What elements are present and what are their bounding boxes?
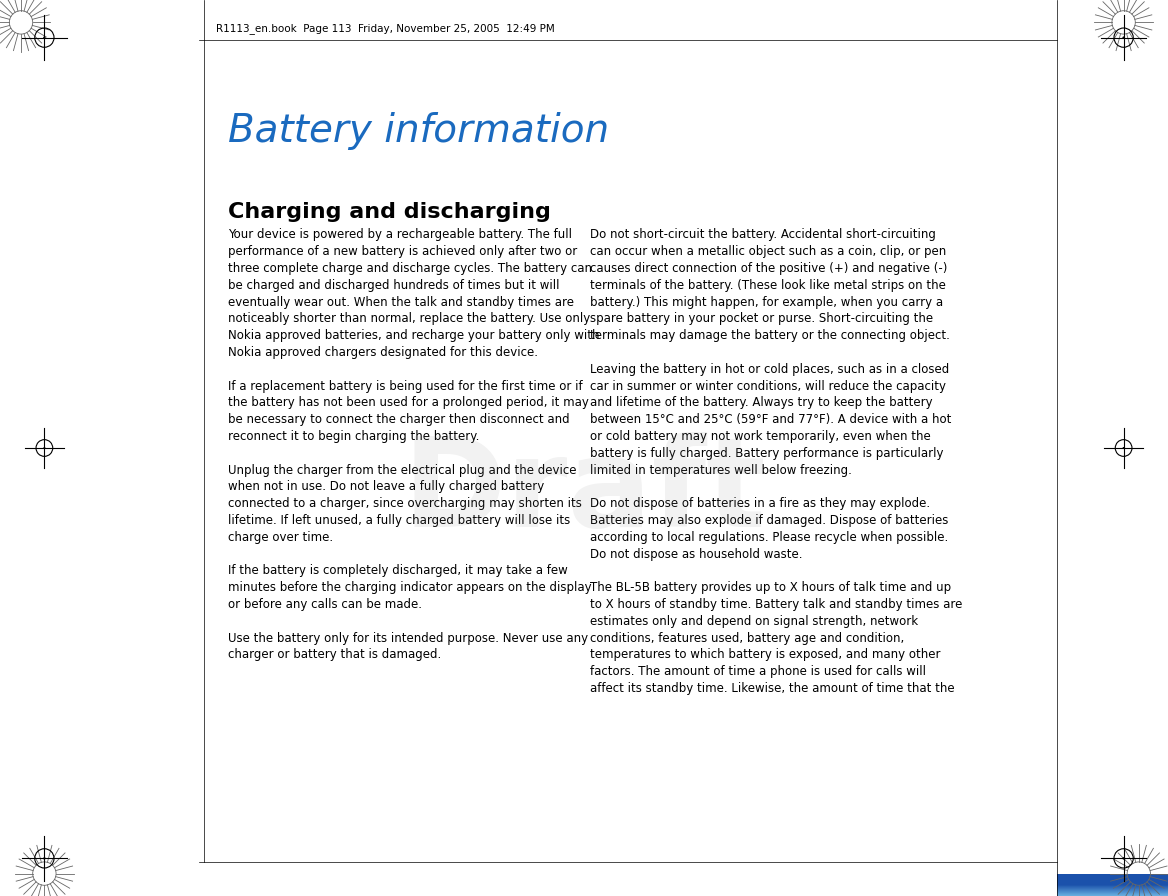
Bar <box>1057 884 1168 896</box>
Bar <box>1057 882 1168 893</box>
Bar <box>1057 879 1168 890</box>
Bar <box>1057 880 1168 891</box>
Bar <box>1057 881 1168 892</box>
Bar <box>1057 876 1168 887</box>
Bar <box>1057 875 1168 886</box>
Text: Your device is powered by a rechargeable battery. The full
performance of a new : Your device is powered by a rechargeable… <box>228 228 599 661</box>
Bar <box>1057 878 1168 889</box>
Bar <box>1057 883 1168 895</box>
Bar <box>1057 883 1168 894</box>
Ellipse shape <box>43 447 46 449</box>
Bar <box>1057 881 1168 892</box>
Bar <box>1057 882 1168 892</box>
Bar <box>1057 877 1168 888</box>
Ellipse shape <box>43 857 46 859</box>
Bar <box>1057 883 1168 893</box>
Bar <box>1057 884 1168 895</box>
Bar <box>1057 880 1168 891</box>
Bar <box>1057 883 1168 893</box>
Bar <box>1057 883 1168 894</box>
Bar <box>1057 878 1168 889</box>
Bar <box>1057 883 1168 894</box>
Bar <box>1057 874 1168 886</box>
Bar <box>1057 880 1168 892</box>
Bar <box>1057 874 1168 885</box>
Bar <box>1057 874 1168 886</box>
Bar <box>1057 884 1168 895</box>
Text: 113: 113 <box>1086 795 1139 818</box>
Bar <box>1057 884 1168 896</box>
Bar <box>1057 874 1168 885</box>
Bar <box>1057 881 1168 892</box>
Bar <box>1057 878 1168 890</box>
Bar <box>1057 877 1168 889</box>
Bar <box>1057 880 1168 891</box>
Bar <box>1057 884 1168 896</box>
Bar <box>1057 885 1168 896</box>
Bar <box>1057 876 1168 888</box>
Bar <box>1057 874 1168 885</box>
Bar <box>1057 883 1168 894</box>
Bar <box>1057 875 1168 887</box>
Bar <box>1057 876 1168 887</box>
Bar <box>1057 884 1168 895</box>
Bar <box>1057 876 1168 887</box>
Bar <box>1057 883 1168 895</box>
Bar <box>1057 881 1168 892</box>
Text: Draft: Draft <box>402 432 766 554</box>
Bar <box>1057 877 1168 888</box>
Bar <box>1057 879 1168 890</box>
Text: R1113_en.book  Page 113  Friday, November 25, 2005  12:49 PM: R1113_en.book Page 113 Friday, November … <box>216 23 555 34</box>
Bar <box>1057 876 1168 887</box>
Bar <box>1057 876 1168 888</box>
Text: Do not short-circuit the battery. Accidental short-circuiting
can occur when a m: Do not short-circuit the battery. Accide… <box>590 228 962 695</box>
Bar <box>1057 874 1168 885</box>
Bar <box>1057 877 1168 888</box>
Bar <box>1057 874 1168 885</box>
Bar <box>1057 877 1168 889</box>
Bar <box>1057 875 1168 887</box>
Text: Battery information: Battery information <box>1105 355 1120 505</box>
Bar <box>1057 878 1168 889</box>
Bar <box>1057 882 1168 893</box>
Text: Charging and discharging: Charging and discharging <box>228 202 550 221</box>
Bar <box>1057 878 1168 890</box>
Bar <box>1057 880 1168 892</box>
Ellipse shape <box>43 37 46 39</box>
Bar <box>1057 880 1168 892</box>
Bar <box>1057 878 1168 889</box>
Ellipse shape <box>1122 857 1125 859</box>
Bar <box>1057 883 1168 894</box>
Bar <box>1057 883 1168 893</box>
Bar <box>1057 879 1168 891</box>
Text: Battery information: Battery information <box>228 112 609 150</box>
Bar <box>1057 875 1168 886</box>
Bar <box>1057 879 1168 891</box>
Bar <box>1057 879 1168 891</box>
Bar <box>1057 874 1168 886</box>
Bar <box>1057 881 1168 892</box>
Ellipse shape <box>1122 447 1125 449</box>
Bar <box>1057 883 1168 894</box>
Bar <box>1057 877 1168 889</box>
Bar <box>1057 875 1168 886</box>
Bar <box>1057 874 1168 885</box>
Bar <box>1057 883 1168 894</box>
Bar <box>1057 875 1168 887</box>
Bar <box>1057 879 1168 890</box>
Bar <box>1057 880 1168 892</box>
Bar <box>1057 876 1168 888</box>
Bar <box>1057 883 1168 895</box>
Bar <box>1057 882 1168 892</box>
Bar <box>1057 882 1168 892</box>
Bar <box>1057 881 1168 892</box>
Bar <box>1057 878 1168 890</box>
Ellipse shape <box>1122 37 1125 39</box>
Bar <box>1057 882 1168 893</box>
